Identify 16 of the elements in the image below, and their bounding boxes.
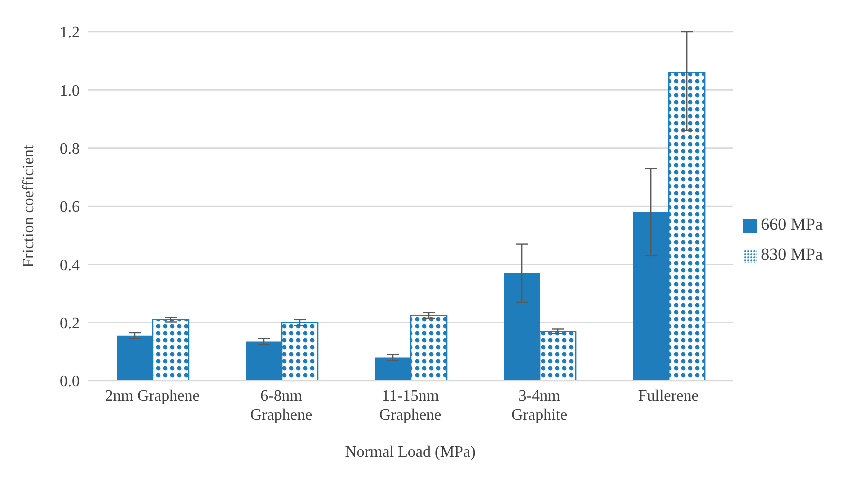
x-axis-title: Normal Load (MPa) (345, 444, 476, 461)
y-tick-label: 0.8 (60, 141, 80, 158)
x-tick-label: Fullerene (638, 388, 699, 405)
x-tick-label: 6-8nm Graphene (250, 388, 313, 424)
y-tick-label: 0.0 (60, 374, 80, 391)
y-tick-label: 1.0 (60, 82, 80, 100)
y-tick-label: 1.2 (60, 24, 80, 42)
legend-label: 660 MPa (761, 214, 823, 234)
x-tick-label: 11-15nm Graphene (379, 388, 442, 424)
legend-label: 830 MPa (761, 244, 823, 264)
y-tick-label: 0.2 (60, 316, 80, 333)
x-tick-label: 3-4nm Graphite (512, 388, 568, 424)
y-axis-title: Friction coefficient (20, 144, 38, 268)
y-tick-label: 0.4 (60, 257, 80, 274)
y-tick-label: 0.6 (60, 199, 80, 216)
x-tick-label: 2nm Graphene (105, 388, 200, 405)
